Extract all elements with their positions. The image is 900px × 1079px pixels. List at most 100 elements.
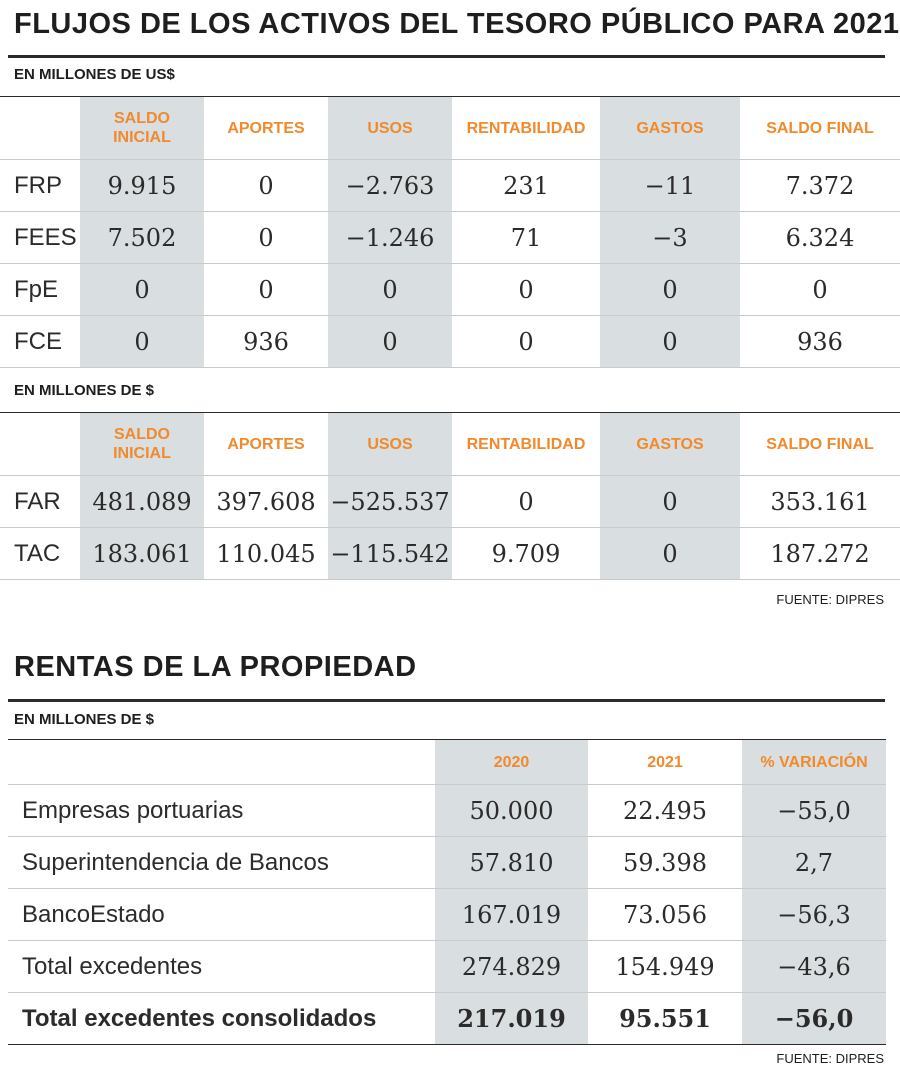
cell-value: 231 [452, 159, 600, 212]
table-header-row: SALDO INICIAL APORTES USOS RENTABILIDAD … [0, 412, 900, 476]
table-header-row: 2020 2021 % VARIACIÓN [8, 739, 886, 785]
table-row: FEES 7.502 0 −1.246 71 −3 6.324 [0, 211, 900, 264]
total-row: Total excedentes consolidados 217.019 95… [8, 992, 886, 1045]
cell-value: −3 [600, 211, 740, 264]
cell-value: 0 [452, 475, 600, 528]
cell-value: 0 [452, 315, 600, 368]
row-label: Total excedentes [8, 940, 435, 993]
header-gastos: GASTOS [600, 96, 740, 160]
row-label: FAR [0, 475, 80, 528]
cell-value: 353.161 [740, 475, 900, 528]
header-empty [0, 412, 80, 476]
total-value: 217.019 [435, 992, 588, 1045]
cell-value: 6.324 [740, 211, 900, 264]
units-usd: EN MILLONES DE US$ [14, 66, 175, 83]
header-usos: USOS [328, 96, 452, 160]
cell-value: 9.915 [80, 159, 204, 212]
cell-value: 154.949 [588, 940, 742, 993]
row-label: BancoEstado [8, 888, 435, 941]
table-header-row: SALDO INICIAL APORTES USOS RENTABILIDAD … [0, 96, 900, 160]
row-label: TAC [0, 527, 80, 580]
header-aportes: APORTES [204, 412, 328, 476]
cell-value: 0 [452, 263, 600, 316]
header-empty [8, 739, 435, 785]
table-row: BancoEstado 167.019 73.056 −56,3 [8, 888, 886, 941]
cell-value: 71 [452, 211, 600, 264]
header-saldo-final: SALDO FINAL [740, 412, 900, 476]
cell-value: 183.061 [80, 527, 204, 580]
cell-value: 0 [600, 527, 740, 580]
cell-value: 167.019 [435, 888, 588, 941]
total-label: Total excedentes consolidados [8, 992, 435, 1045]
table-row: TAC 183.061 110.045 −115.542 9.709 0 187… [0, 527, 900, 580]
table-row: Empresas portuarias 50.000 22.495 −55,0 [8, 784, 886, 837]
header-variacion: % VARIACIÓN [742, 739, 886, 785]
cell-value: −1.246 [328, 211, 452, 264]
cell-value: 0 [80, 315, 204, 368]
cell-value: 0 [204, 159, 328, 212]
cell-value: 0 [328, 315, 452, 368]
cell-value: −11 [600, 159, 740, 212]
title-rule [8, 55, 885, 58]
cell-value: 9.709 [452, 527, 600, 580]
cell-value: 73.056 [588, 888, 742, 941]
cell-value: −115.542 [328, 527, 452, 580]
cell-value: 2,7 [742, 836, 886, 889]
row-label: FEES [0, 211, 80, 264]
cell-value: 7.502 [80, 211, 204, 264]
cell-value: −55,0 [742, 784, 886, 837]
table-row: FRP 9.915 0 −2.763 231 −11 7.372 [0, 159, 900, 212]
cell-value: 57.810 [435, 836, 588, 889]
row-label: Superintendencia de Bancos [8, 836, 435, 889]
row-label: Empresas portuarias [8, 784, 435, 837]
cell-value: 0 [600, 315, 740, 368]
cell-value: 0 [328, 263, 452, 316]
cell-value: −56,3 [742, 888, 886, 941]
cell-value: 59.398 [588, 836, 742, 889]
flujos-title: FLUJOS DE LOS ACTIVOS DEL TESORO PÚBLICO… [14, 8, 900, 40]
cell-value: 0 [204, 211, 328, 264]
cell-value: 481.089 [80, 475, 204, 528]
row-label: FpE [0, 263, 80, 316]
source-note: FUENTE: DIPRES [776, 1051, 884, 1066]
table-row: FAR 481.089 397.608 −525.537 0 0 353.161 [0, 475, 900, 528]
cell-value: 7.372 [740, 159, 900, 212]
total-value: −56,0 [742, 992, 886, 1045]
header-usos: USOS [328, 412, 452, 476]
cell-value: 22.495 [588, 784, 742, 837]
cell-value: 187.272 [740, 527, 900, 580]
cell-value: 936 [740, 315, 900, 368]
title-rule [8, 699, 885, 702]
cell-value: 274.829 [435, 940, 588, 993]
header-gastos: GASTOS [600, 412, 740, 476]
header-2020: 2020 [435, 739, 588, 785]
header-rentabilidad: RENTABILIDAD [452, 412, 600, 476]
flujos-usd-table: SALDO INICIAL APORTES USOS RENTABILIDAD … [0, 96, 900, 368]
header-saldo-inicial: SALDO INICIAL [80, 412, 204, 476]
header-aportes: APORTES [204, 96, 328, 160]
total-value: 95.551 [588, 992, 742, 1045]
cell-value: 50.000 [435, 784, 588, 837]
header-saldo-final: SALDO FINAL [740, 96, 900, 160]
cell-value: 0 [600, 263, 740, 316]
table-row: Total excedentes 274.829 154.949 −43,6 [8, 940, 886, 993]
cell-value: −525.537 [328, 475, 452, 528]
table-row: FpE 0 0 0 0 0 0 [0, 263, 900, 316]
row-label: FCE [0, 315, 80, 368]
row-label: FRP [0, 159, 80, 212]
cell-value: 0 [600, 475, 740, 528]
cell-value: 0 [204, 263, 328, 316]
cell-value: 0 [740, 263, 900, 316]
cell-value: 0 [80, 263, 204, 316]
table-row: FCE 0 936 0 0 0 936 [0, 315, 900, 368]
source-note: FUENTE: DIPRES [776, 592, 884, 607]
table-row: Superintendencia de Bancos 57.810 59.398… [8, 836, 886, 889]
cell-value: 110.045 [204, 527, 328, 580]
cell-value: 936 [204, 315, 328, 368]
rentas-table: 2020 2021 % VARIACIÓN Empresas portuaria… [8, 739, 886, 1045]
header-2021: 2021 [588, 739, 742, 785]
units-clp: EN MILLONES DE $ [14, 382, 155, 399]
cell-value: 397.608 [204, 475, 328, 528]
header-empty [0, 96, 80, 160]
cell-value: −2.763 [328, 159, 452, 212]
